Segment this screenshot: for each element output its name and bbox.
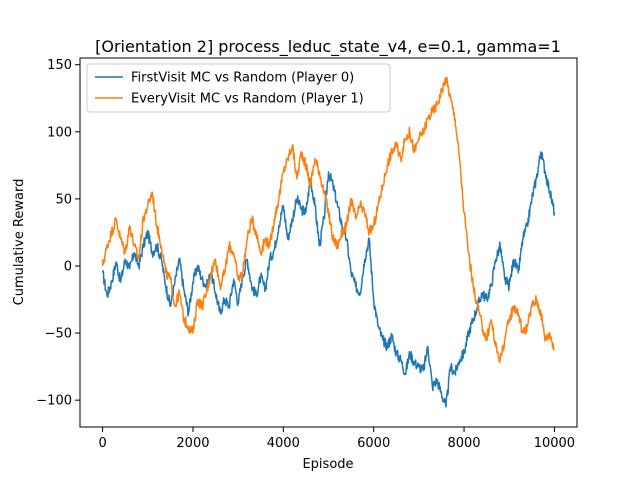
y-tick-label: 50: [55, 192, 72, 207]
y-axis-label: Cumulative Reward: [12, 179, 27, 306]
x-tick-label: 0: [98, 436, 106, 451]
x-tick-label: 2000: [176, 436, 209, 451]
series-line-1: [101, 76, 556, 363]
y-tick-label: 100: [47, 125, 72, 140]
legend: FirstVisit MC vs Random (Player 0) EveryV…: [86, 63, 391, 113]
y-tick-label: 0: [64, 259, 72, 274]
y-tick-label: −50: [45, 327, 72, 342]
y-tick-label: 150: [47, 58, 72, 73]
x-axis-ticks: 0 2000 4000 6000 8000 10000: [98, 427, 575, 451]
y-axis-ticks: −100 −50 0 50 100 150: [36, 58, 80, 409]
x-axis-label: Episode: [302, 457, 353, 472]
y-tick-label: −100: [36, 394, 72, 409]
x-tick-label: 10000: [534, 436, 575, 451]
legend-frame: [86, 63, 391, 113]
legend-label-0: FirstVisit MC vs Random (Player 0): [131, 71, 354, 86]
plot-lines: [101, 76, 556, 408]
x-tick-label: 8000: [447, 436, 480, 451]
plot-frame: [79, 57, 578, 428]
series-line-0: [101, 151, 556, 408]
x-tick-label: 4000: [267, 436, 300, 451]
chart-title: [Orientation 2] process_leduc_state_v4, …: [95, 37, 561, 57]
x-tick-label: 6000: [357, 436, 390, 451]
legend-label-1: EveryVisit MC vs Random (Player 1): [131, 92, 364, 107]
